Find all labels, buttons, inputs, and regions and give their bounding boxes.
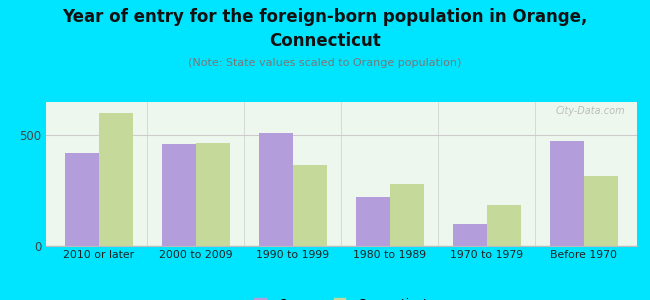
Bar: [99, 113, 133, 246]
Legend: Orange, Connecticut: Orange, Connecticut: [248, 292, 434, 300]
Bar: [584, 176, 618, 246]
Text: (Note: State values scaled to Orange population): (Note: State values scaled to Orange pop…: [188, 58, 462, 68]
Bar: [65, 153, 99, 246]
Text: Connecticut: Connecticut: [269, 32, 381, 50]
Bar: [196, 143, 229, 246]
Bar: [390, 184, 424, 246]
Bar: [292, 165, 327, 246]
Bar: [162, 144, 196, 246]
Bar: [356, 197, 390, 246]
Text: Year of entry for the foreign-born population in Orange,: Year of entry for the foreign-born popul…: [62, 8, 588, 26]
Bar: [487, 205, 521, 246]
Bar: [453, 224, 487, 246]
Text: City-Data.com: City-Data.com: [556, 106, 625, 116]
Bar: [259, 133, 292, 246]
Bar: [550, 141, 584, 246]
